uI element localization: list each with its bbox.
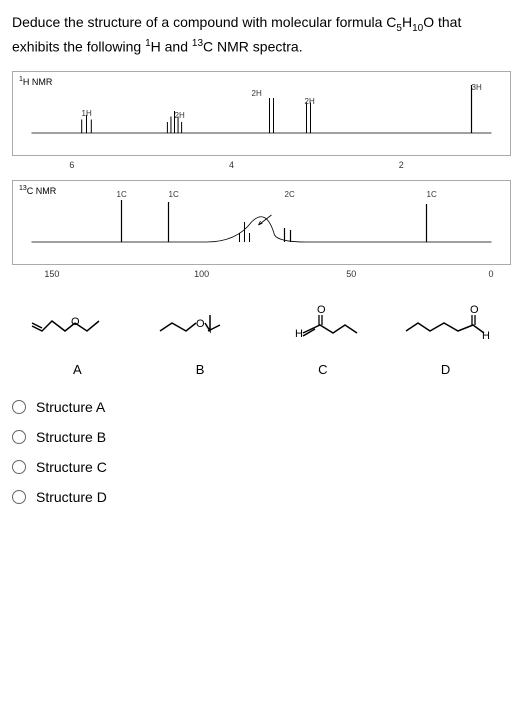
structure-a-label: A: [16, 362, 139, 377]
structure-a: O A: [16, 301, 139, 377]
structure-b: O B: [139, 301, 262, 377]
h1-nmr-svg: 1H 2H 2H 2H 3H: [21, 78, 502, 138]
svg-text:H: H: [482, 330, 490, 342]
option-b-label: Structure B: [36, 429, 106, 445]
option-d-label: Structure D: [36, 489, 107, 505]
option-b[interactable]: Structure B: [12, 429, 511, 445]
svg-text:O: O: [196, 318, 205, 330]
svg-text:O: O: [71, 316, 80, 328]
h1-nmr-label: 1H NMR: [19, 76, 52, 87]
svg-text:1C: 1C: [427, 190, 437, 199]
structure-c: O H C: [262, 301, 385, 377]
radio-icon: [12, 460, 26, 474]
svg-text:2H: 2H: [305, 97, 315, 106]
svg-text:2H: 2H: [252, 89, 262, 98]
svg-text:3H: 3H: [472, 83, 482, 92]
c13-axis: 150 100 50 0: [12, 269, 511, 283]
question-text: Deduce the structure of a compound with …: [12, 12, 511, 57]
radio-icon: [12, 430, 26, 444]
svg-text:O: O: [317, 304, 326, 316]
svg-text:2H: 2H: [175, 111, 185, 120]
structure-d-label: D: [384, 362, 507, 377]
option-a[interactable]: Structure A: [12, 399, 511, 415]
h1-nmr-spectrum: 1H NMR 1H 2H 2H 2H 3H: [12, 71, 511, 156]
option-a-label: Structure A: [36, 399, 105, 415]
option-c[interactable]: Structure C: [12, 459, 511, 475]
svg-text:1C: 1C: [117, 190, 127, 199]
answer-options: Structure A Structure B Structure C Stru…: [12, 399, 511, 505]
radio-icon: [12, 490, 26, 504]
structure-d: O H D: [384, 301, 507, 377]
structure-c-label: C: [262, 362, 385, 377]
structure-b-label: B: [139, 362, 262, 377]
h1-axis: 6 4 2: [12, 160, 511, 174]
c13-nmr-spectrum: 13C NMR 1C 1C 2C 1C: [12, 180, 511, 265]
svg-text:2C: 2C: [285, 190, 295, 199]
svg-text:1C: 1C: [169, 190, 179, 199]
structures-row: O A O B O H C O H D: [12, 301, 511, 377]
svg-text:1H: 1H: [82, 109, 92, 118]
c13-nmr-label: 13C NMR: [19, 185, 56, 196]
c13-nmr-svg: 1C 1C 2C 1C: [21, 187, 502, 247]
svg-text:O: O: [470, 304, 479, 316]
svg-text:H: H: [295, 328, 303, 340]
radio-icon: [12, 400, 26, 414]
option-c-label: Structure C: [36, 459, 107, 475]
option-d[interactable]: Structure D: [12, 489, 511, 505]
